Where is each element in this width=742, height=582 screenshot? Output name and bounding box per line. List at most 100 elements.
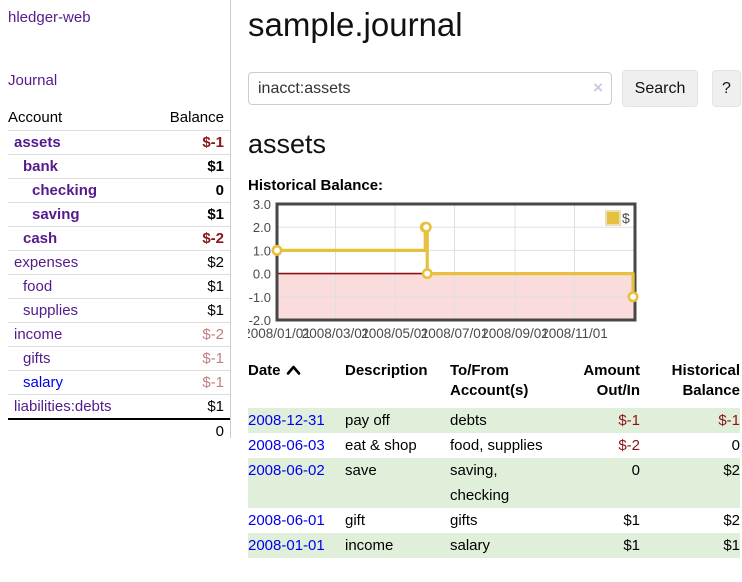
balance-cell: 0 xyxy=(731,437,740,454)
register-row: 2008-06-03 eat & shop food, supplies $-2 0 xyxy=(248,433,740,458)
date-column-header[interactable]: Date xyxy=(248,361,345,408)
date-cell: 2008-06-02 xyxy=(248,458,345,508)
account-link-liabilities-debts[interactable]: liabilities:debts xyxy=(14,398,112,415)
accounts-cell: food, supplies xyxy=(450,437,543,454)
account-balance: $1 xyxy=(207,206,224,223)
accounts-table-header: Account Balance xyxy=(8,106,230,130)
date-cell: 2008-06-03 xyxy=(248,433,345,458)
account-balance: $1 xyxy=(207,158,224,175)
account-link-salary[interactable]: salary xyxy=(23,374,64,391)
sort-ascending-icon xyxy=(286,365,300,375)
balance-cell: $1 xyxy=(640,533,740,558)
account-balance: $-1 xyxy=(202,350,224,367)
sidebar-account-row: income $-2 xyxy=(8,322,230,346)
register-header-row: Date Description To/From Account(s) Amou… xyxy=(248,361,740,408)
accounts-total-value: 0 xyxy=(215,423,224,440)
sidebar-account-row: supplies $1 xyxy=(8,298,230,322)
amount-cell: $-2 xyxy=(618,437,640,454)
account-heading: assets xyxy=(248,129,327,159)
amount-cell: $1 xyxy=(557,533,640,558)
svg-text:2008/01/01: 2008/01/01 xyxy=(248,326,311,341)
balance-cell: $-1 xyxy=(640,408,740,433)
account-link-cash[interactable]: cash xyxy=(23,230,58,247)
description-cell: income xyxy=(345,533,450,558)
transaction-date-link[interactable]: 2008-06-02 xyxy=(248,462,325,479)
description-cell: eat & shop xyxy=(345,437,417,454)
sidebar-account-row: expenses $2 xyxy=(8,250,230,274)
sidebar-account-row: food $1 xyxy=(8,274,230,298)
svg-text:$: $ xyxy=(622,210,630,226)
help-button[interactable]: ? xyxy=(712,70,741,107)
account-balance: 0 xyxy=(215,182,224,199)
svg-text:3.0: 3.0 xyxy=(253,198,271,212)
account-balance: $1 xyxy=(207,398,224,415)
amount-cell: 0 xyxy=(557,458,640,508)
account-balance: $-2 xyxy=(202,326,224,343)
account-balance: $-2 xyxy=(202,230,224,247)
description-cell: pay off xyxy=(345,408,450,433)
amount-cell: $1 xyxy=(623,512,640,529)
search-form: × Search ? xyxy=(248,70,742,107)
account-link-gifts[interactable]: gifts xyxy=(23,350,51,367)
journal-link[interactable]: Journal xyxy=(8,72,58,89)
description-column-header: Description xyxy=(345,362,428,379)
svg-text:2008/05/01: 2008/05/01 xyxy=(361,326,429,341)
accounts-cell: salary xyxy=(450,533,557,558)
app-title-link[interactable]: hledger-web xyxy=(8,9,91,26)
account-column-header: Account xyxy=(8,109,63,126)
svg-text:2008/09/01: 2008/09/01 xyxy=(481,326,549,341)
sidebar-account-row: saving $1 xyxy=(8,202,230,226)
svg-text:2008/03/01: 2008/03/01 xyxy=(302,326,370,341)
sidebar-account-row: cash $-2 xyxy=(8,226,230,250)
accounts-cell: debts xyxy=(450,408,557,433)
clear-search-icon[interactable]: × xyxy=(593,78,603,97)
account-balance: $-1 xyxy=(202,374,224,391)
svg-text:1.0: 1.0 xyxy=(253,243,271,258)
balance-column-header: Balance xyxy=(169,109,224,126)
account-balance: $2 xyxy=(207,254,224,271)
svg-text:2008/11/01: 2008/11/01 xyxy=(541,326,608,341)
accounts-table: Account Balance assets $-1 bank $1 checking 0… xyxy=(8,106,230,442)
sidebar-account-row: checking 0 xyxy=(8,178,230,202)
sidebar-account-row: assets $-1 xyxy=(8,130,230,154)
page-title: sample.journal xyxy=(248,6,463,43)
account-link-checking[interactable]: checking xyxy=(32,182,98,199)
account-balance: $1 xyxy=(207,302,224,319)
register-row: 2008-01-01 income salary $1 $1 xyxy=(248,533,740,558)
sidebar: hledger-web Journal Account Balance asse… xyxy=(0,0,231,440)
description-cell: save xyxy=(345,458,450,508)
transaction-date-link[interactable]: 2008-06-01 xyxy=(248,512,325,529)
account-link-income[interactable]: income xyxy=(14,326,63,343)
account-link-saving[interactable]: saving xyxy=(32,206,80,223)
main-content: sample.journal × Search ? assets Histori… xyxy=(243,0,742,558)
transaction-date-link[interactable]: 2008-12-31 xyxy=(248,412,325,429)
account-link-bank[interactable]: bank xyxy=(23,158,59,175)
sidebar-account-row: gifts $-1 xyxy=(8,346,230,370)
balance-column-header: Historical Balance xyxy=(671,362,740,399)
account-link-food[interactable]: food xyxy=(23,278,53,295)
svg-text:-1.0: -1.0 xyxy=(249,290,271,305)
search-button[interactable]: Search xyxy=(622,70,698,107)
svg-text:2008/07/01: 2008/07/01 xyxy=(421,326,489,341)
account-balance: $-1 xyxy=(202,134,224,151)
accounts-cell: saving, checking xyxy=(450,458,557,508)
transaction-date-link[interactable]: 2008-01-01 xyxy=(248,537,325,554)
accounts-rows: assets $-1 bank $1 checking 0 saving $1 cash $-2 e… xyxy=(8,130,230,418)
historical-balance-chart[interactable]: $3.0 2.0 1.0 0.0 -1.0 -2.0 2008/01/01 2008/03/0… xyxy=(243,197,678,348)
sidebar-account-row: liabilities:debts $1 xyxy=(8,394,230,418)
register-row: 2008-12-31 pay off debts $-1 $-1 xyxy=(248,408,740,433)
date-cell: 2008-12-31 xyxy=(248,408,345,433)
journal-nav: Journal xyxy=(8,72,230,89)
account-link-assets[interactable]: assets xyxy=(14,134,61,151)
description-cell: gift xyxy=(345,512,366,529)
balance-cell: $2 xyxy=(723,512,740,529)
date-cell: 2008-06-01 xyxy=(248,508,345,533)
account-link-expenses[interactable]: expenses xyxy=(14,254,79,271)
transaction-date-link[interactable]: 2008-06-03 xyxy=(248,437,325,454)
date-cell: 2008-01-01 xyxy=(248,533,345,558)
register-table: Date Description To/From Account(s) Amou… xyxy=(248,361,740,558)
account-link-supplies[interactable]: supplies xyxy=(23,302,79,319)
svg-text:-2.0: -2.0 xyxy=(249,313,271,328)
search-input[interactable] xyxy=(248,72,612,105)
register-row: 2008-06-02 save saving, checking 0 $2 xyxy=(248,458,740,508)
